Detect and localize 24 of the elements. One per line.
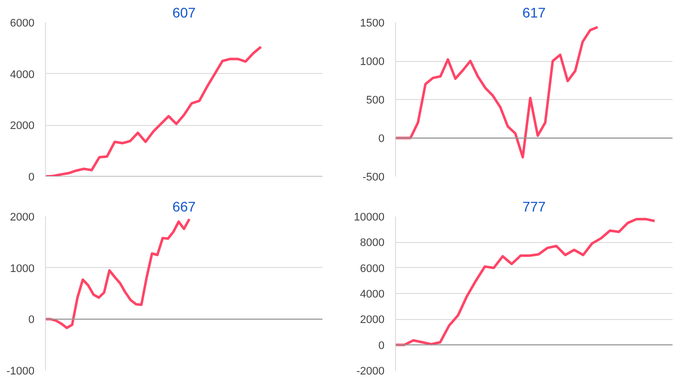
chart-title: 617	[522, 4, 546, 20]
y-tick-label: 500	[366, 94, 385, 106]
y-tick-label: -1000	[6, 366, 35, 378]
y-tick-label: 2000	[10, 212, 35, 224]
y-tick-label: 4000	[360, 288, 385, 300]
y-tick-label: -500	[362, 172, 385, 184]
y-tick-label: 2000	[10, 120, 35, 132]
y-tick-label: 0	[378, 133, 385, 145]
y-tick-label: 6000	[10, 18, 35, 30]
y-tick-label: -2000	[356, 366, 385, 378]
y-tick-label: 0	[28, 314, 35, 326]
y-tick-label: 6000	[360, 262, 385, 275]
chart-title: 777	[522, 198, 546, 214]
chart-title: 667	[172, 198, 196, 214]
y-tick-label: 0	[28, 172, 35, 184]
y-tick-label: 8000	[360, 237, 385, 250]
chart-title: 607	[172, 4, 196, 20]
y-tick-label: 0	[378, 340, 385, 352]
y-tick-label: 4000	[10, 68, 35, 81]
y-tick-label: 2000	[360, 314, 385, 326]
y-tick-label: 10000	[354, 212, 385, 224]
y-tick-label: 1000	[10, 262, 35, 275]
y-tick-label: 1000	[360, 56, 385, 68]
y-tick-label: 1500	[360, 18, 385, 30]
